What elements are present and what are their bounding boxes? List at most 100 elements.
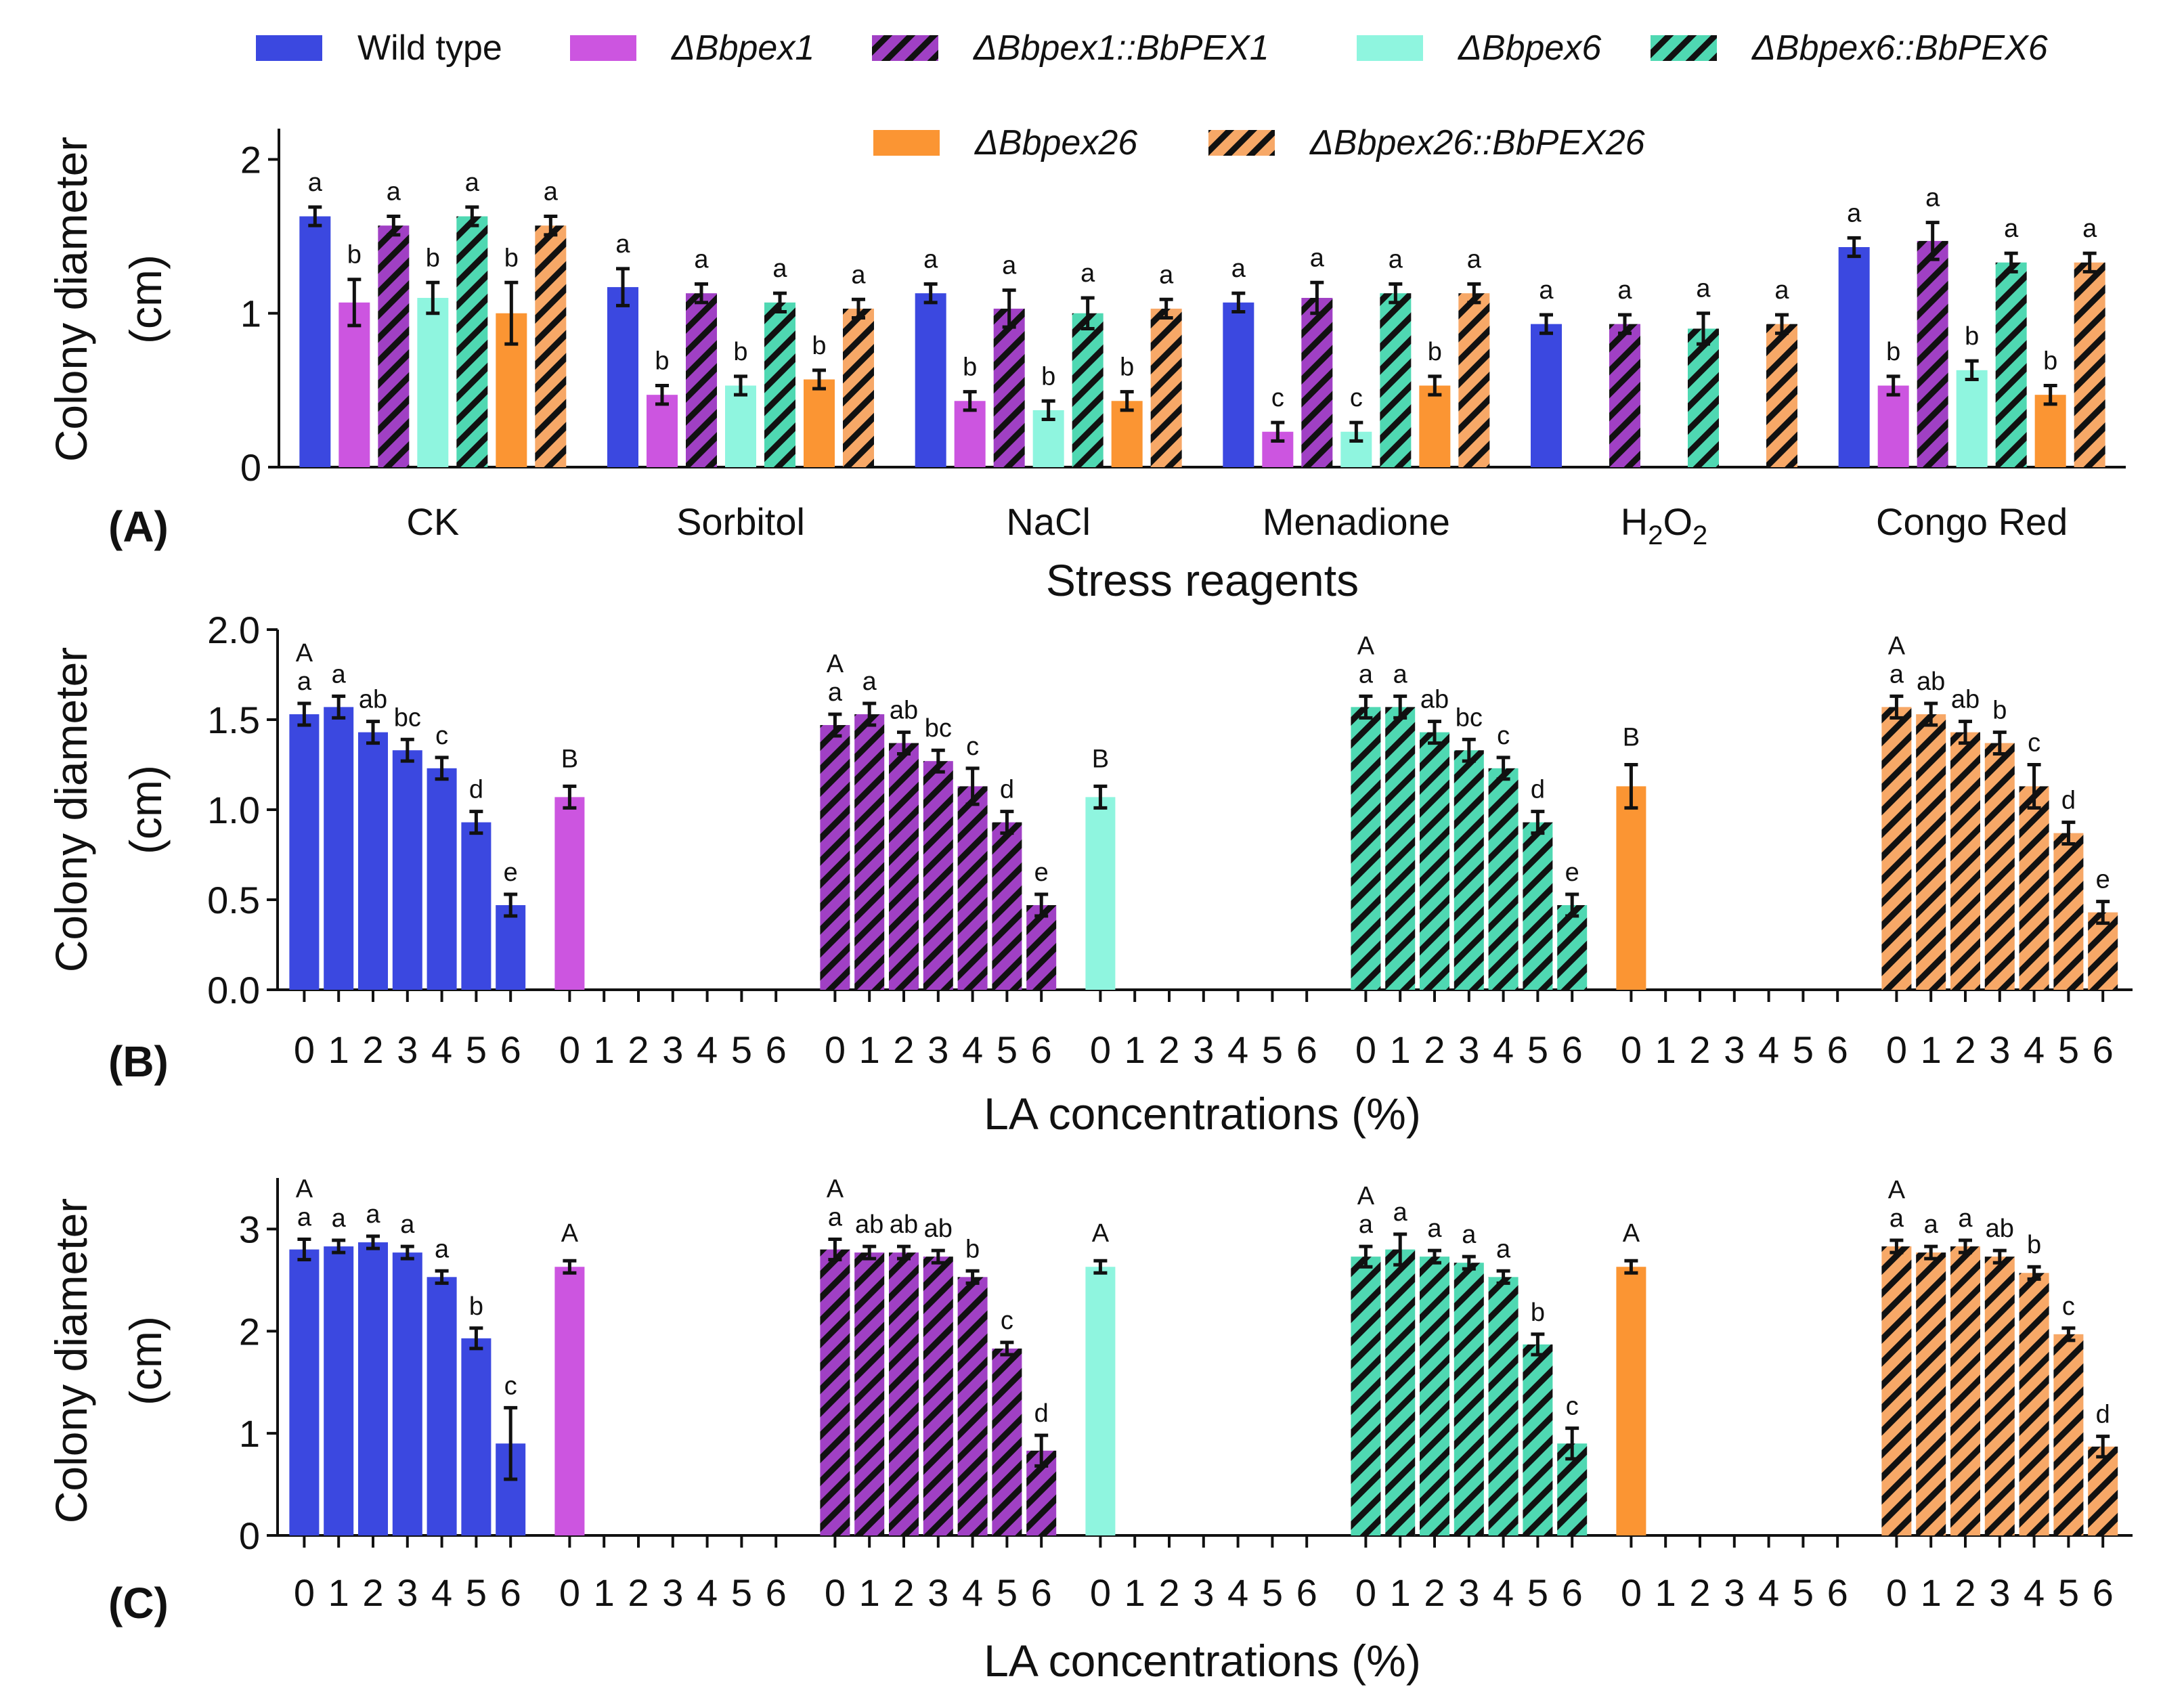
significance-letter: b: [655, 347, 669, 376]
bar-bbpex26-0: [1616, 786, 1646, 990]
error-bar: [387, 215, 401, 237]
significance-letter: a: [1359, 660, 1374, 689]
significance-letter: a: [2004, 215, 2019, 243]
x-tick-label: 2: [893, 1571, 914, 1614]
group-wild-type: 0 a 1 a 2 a 3 a 4 a 5 b 6 c A: [289, 1175, 526, 1614]
error-bar: [1992, 730, 2007, 756]
error-bar: [1565, 892, 1579, 918]
significance-letter: b: [1428, 338, 1442, 366]
significance-letter: a: [366, 1200, 380, 1229]
bar-wild-type-3: [392, 750, 422, 990]
significance-letter: b: [1992, 697, 2007, 725]
error-bar: [1231, 291, 1246, 313]
bar-bbpex26-bbpex26-3: [1984, 1257, 2015, 1535]
significance-letter: b: [504, 244, 519, 272]
bar-wild-type-2: [358, 732, 388, 990]
error-bar: [1886, 374, 1900, 397]
significance-letter: a: [400, 1210, 415, 1239]
error-bar: [366, 1234, 380, 1250]
error-bar: [1925, 221, 1940, 261]
significance-letter: d: [1531, 776, 1545, 804]
bar-bbpex6-bbpex6-3: [1454, 750, 1484, 990]
bar-wild-type: [1223, 302, 1254, 467]
bar-bbpex1-bbpex1-0: [820, 1249, 850, 1535]
x-tick-label: 6: [500, 1028, 521, 1071]
x-tick-label: 4: [962, 1028, 983, 1071]
bar-bbpex1-bbpex1-6: [1026, 904, 1057, 990]
legend: Wild type ΔBbpex1 ΔBbpex1::BbPEX1 ΔBbpex6 ΔB…: [256, 28, 2048, 162]
bar-bbpex26-0: [1616, 1267, 1646, 1535]
group-significance-letter: A: [1888, 1176, 1906, 1204]
bar-bbpex6-bbpex6-6: [1557, 904, 1588, 990]
bar-bbpex26-bbpex26-1: [1916, 714, 1946, 990]
bar-wild-type-5: [461, 822, 492, 990]
error-bar: [1565, 1426, 1579, 1461]
group-bbpex26-bbpex26: 0 a 1 ab 2 ab 3 b 4 c 5 d 6 e A: [1881, 632, 2118, 1071]
significance-letter: b: [812, 332, 826, 360]
significance-letter: b: [963, 353, 977, 382]
error-bar: [655, 384, 669, 406]
bar-bbpex6-bbpex6-2: [1420, 732, 1449, 990]
y-tick-label: 1: [239, 1412, 260, 1455]
x-tick-label: 5: [1793, 1571, 1814, 1614]
error-bar: [504, 1405, 518, 1481]
bar-bbpex26-bbpex26-6: [2088, 912, 2118, 990]
error-bar: [963, 390, 977, 412]
x-tick-label: 0: [1621, 1028, 1642, 1071]
bar-bbpex1-bbpex1-5: [992, 1348, 1022, 1535]
bar-bbpex1-bbpex1-0: [820, 724, 850, 990]
x-tick-label: 6: [2093, 1028, 2114, 1071]
x-tick-label: 4: [2024, 1028, 2045, 1071]
x-tick-label: 6: [1296, 1028, 1317, 1071]
error-bar: [695, 282, 708, 305]
error-bar: [1697, 311, 1710, 346]
x-tick-label: 3: [1724, 1571, 1745, 1614]
legend-swatch: [1357, 35, 1423, 61]
significance-letter: a: [297, 668, 312, 696]
error-bar: [1034, 892, 1049, 918]
error-bar: [2082, 251, 2097, 274]
error-bar: [1539, 313, 1553, 335]
bar-bbpex6-bbpex6: [1688, 328, 1719, 467]
significance-letter: b: [469, 1292, 483, 1321]
group-bbpex1: 0 1 2 3 4 5 6 A: [554, 1219, 787, 1614]
bar-bbpex26-bbpex26-4: [2019, 1273, 2049, 1535]
error-bar: [965, 766, 980, 806]
bar-wild-type-4: [427, 768, 457, 990]
y-tick-label: 2.0: [207, 609, 260, 651]
x-tick-label: 0: [1886, 1571, 1907, 1614]
significance-letter: ab: [890, 1210, 918, 1239]
x-tick-label: 3: [1458, 1028, 1479, 1071]
bar-bbpex26-bbpex26-1: [1916, 1252, 1946, 1535]
x-tick-label: 2: [893, 1028, 914, 1071]
bar-wild-type-6: [496, 904, 526, 990]
significance-letter: a: [297, 1204, 312, 1232]
x-tick-label: 2: [1158, 1571, 1179, 1614]
bar-bbpex6-bbpex6-1: [1385, 1249, 1416, 1535]
legend-swatch: [1651, 35, 1717, 61]
x-tick-label: 0: [1621, 1571, 1642, 1614]
error-bar: [308, 205, 322, 227]
x-tick-label: 2: [1424, 1028, 1445, 1071]
bar-bbpex1-bbpex1-1: [854, 1252, 885, 1535]
bar-bbpex6-0: [1085, 1267, 1116, 1535]
x-tick-label: 1: [1921, 1571, 1942, 1614]
bar-bbpex1-bbpex1-4: [957, 786, 988, 990]
group-significance-letter: A: [1623, 1219, 1640, 1248]
significance-letter: a: [1890, 1204, 1904, 1233]
significance-letter: a: [615, 230, 630, 259]
x-tick-label: 3: [1989, 1028, 2010, 1071]
x-tick-label: 1: [1655, 1571, 1676, 1614]
bar-bbpex26-bbpex26: [843, 308, 874, 467]
significance-letter: a: [1231, 255, 1246, 283]
significance-letter: d: [2061, 787, 2076, 815]
group-significance-letter: A: [827, 650, 844, 678]
bar-bbpex26-bbpex26-0: [1881, 1246, 1912, 1535]
significance-letter: bc: [1456, 703, 1483, 732]
group-bbpex6: 0 1 2 3 4 5 6 B: [1085, 745, 1317, 1071]
error-bar: [347, 278, 362, 328]
error-bar: [435, 1269, 449, 1285]
bar-bbpex6-bbpex6-4: [1488, 1277, 1519, 1535]
bar-bbpex6-bbpex6: [1380, 293, 1412, 467]
bar-wild-type-0: [289, 1249, 320, 1535]
